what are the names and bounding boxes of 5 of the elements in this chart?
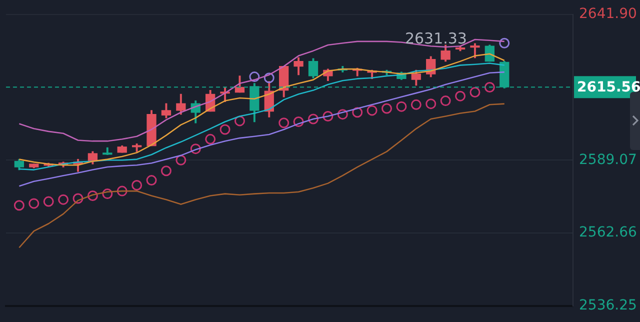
annotation: 2631.33 [404,29,467,48]
y-tick-label: 2562.66 [579,224,637,241]
y-tick-label: 2589.07 [579,152,637,168]
y-tick-label: 2536.25 [579,298,637,314]
y-tick-label: 2641.90 [579,6,637,22]
